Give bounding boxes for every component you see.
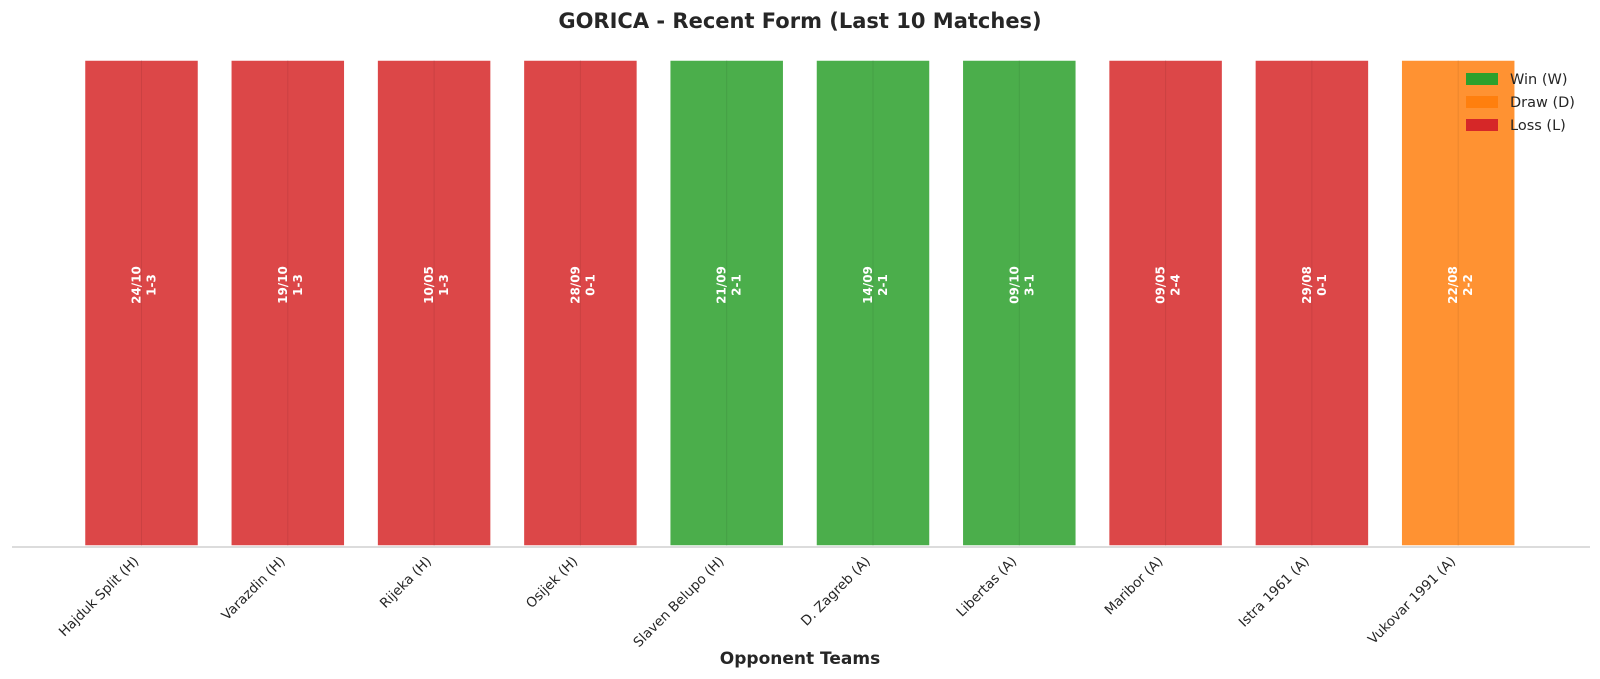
x-tick-label: Libertas (A): [953, 554, 1020, 621]
bar-data-label: 28/090-1: [568, 266, 597, 304]
bar: [1400, 59, 1516, 547]
x-tick-label: Hajduk Split (H): [56, 554, 142, 640]
bar-score-label: 0-1: [583, 274, 597, 296]
bar-data-label: 19/101-3: [276, 266, 305, 304]
bar: [961, 59, 1078, 547]
bar-score-label: 1-3: [291, 274, 305, 296]
x-tick-label: Slaven Belupo (H): [630, 554, 727, 651]
bar-date-label: 29/08: [1300, 266, 1314, 304]
x-tick-label: Vukovar 1991 (A): [1365, 554, 1459, 648]
bar-data-label: 10/051-3: [422, 266, 451, 304]
bar-date-label: 21/09: [715, 266, 729, 304]
x-tick-labels: Hajduk Split (H) Varazdin (H) Rijeka (H) Os…: [56, 554, 1459, 651]
bar-data-label: 24/101-3: [130, 266, 159, 304]
bar-date-label: 19/10: [276, 266, 290, 304]
bar-data-label: 21/092-1: [715, 266, 744, 304]
bar-date-label: 22/08: [1446, 266, 1460, 304]
bars-group: [83, 59, 1516, 547]
bar-date-label: 09/10: [1007, 266, 1021, 304]
bar-data-label: 22/082-2: [1446, 266, 1475, 304]
bar-date-label: 10/05: [422, 266, 436, 304]
legend-swatch: [1466, 73, 1498, 85]
x-tick-label: D. Zagreb (A): [798, 554, 874, 630]
bar-data-label: 09/052-4: [1154, 266, 1183, 304]
bar-score-label: 2-1: [730, 274, 744, 296]
x-tick-label: Maribor (A): [1102, 554, 1167, 619]
legend-swatch: [1466, 96, 1498, 108]
x-tick-label: Rijeka (H): [377, 554, 435, 612]
bar-score-label: 2-4: [1169, 274, 1183, 296]
bar-date-label: 14/09: [861, 266, 875, 304]
x-tick-label: Varazdin (H): [218, 554, 288, 624]
bar-score-label: 1-3: [437, 274, 451, 296]
bar: [668, 59, 785, 547]
chart-title: GORICA - Recent Form (Last 10 Matches): [558, 9, 1041, 33]
bar-score-label: 0-1: [1315, 274, 1329, 296]
x-tick-label: Osijek (H): [523, 554, 581, 612]
x-axis-label: Opponent Teams: [720, 649, 880, 669]
legend: Win (W) Draw (D) Loss (L): [1466, 72, 1575, 134]
bar-data-label: 09/103-1: [1007, 266, 1036, 304]
bar: [376, 59, 492, 547]
bar-data-label: 14/092-1: [861, 266, 890, 304]
bar: [815, 59, 931, 547]
bar-score-label: 3-1: [1022, 274, 1036, 296]
bar-score-label: 2-2: [1461, 274, 1475, 296]
bar: [83, 59, 200, 547]
bar-labels-group: 24/101-3 19/101-3 10/051-3 28/090-1 21/092-1…: [130, 266, 1476, 304]
legend-label: Win (W): [1510, 72, 1568, 88]
bar-date-label: 24/10: [130, 266, 144, 304]
bar-date-label: 28/09: [568, 266, 582, 304]
bar: [1254, 59, 1370, 547]
legend-label: Draw (D): [1510, 95, 1575, 111]
bar: [230, 59, 346, 547]
bar-data-label: 29/080-1: [1300, 266, 1329, 304]
bar: [522, 59, 639, 547]
bar-date-label: 09/05: [1154, 266, 1168, 304]
legend-label: Loss (L): [1510, 118, 1566, 134]
bar: [1107, 59, 1224, 547]
bar-score-label: 2-1: [876, 274, 890, 296]
legend-swatch: [1466, 119, 1498, 131]
x-tick-label: Istra 1961 (A): [1236, 554, 1313, 631]
bar-score-label: 1-3: [145, 274, 159, 296]
